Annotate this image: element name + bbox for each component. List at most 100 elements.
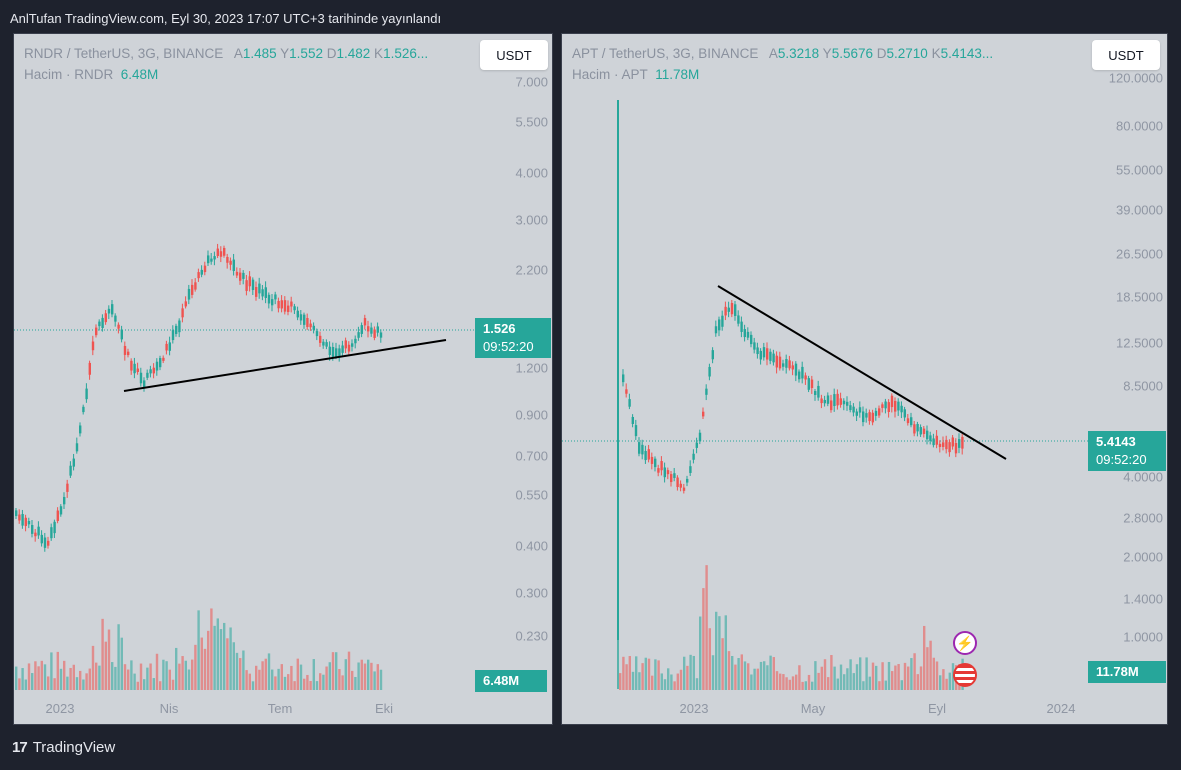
volume-bar [759, 661, 763, 690]
candle-body [938, 443, 942, 447]
volume-bar [165, 661, 168, 690]
volume-bar [328, 662, 331, 690]
candle-body [88, 362, 91, 375]
candle-body [226, 256, 229, 263]
volume-bar [168, 669, 171, 690]
volume-bar [913, 653, 916, 690]
apt-chart-canvas[interactable] [562, 34, 1168, 725]
volume-bar [88, 668, 91, 690]
candle-body [702, 411, 705, 417]
volume-bar [801, 681, 804, 690]
volume-bar [85, 673, 88, 690]
candle-body [916, 423, 919, 432]
volume-bar [619, 673, 622, 690]
volume-label[interactable]: Hacim · APT [572, 67, 648, 82]
rndr-chart-canvas[interactable] [14, 34, 553, 725]
price-tick-label: 0.550 [515, 487, 548, 503]
candle-body [714, 326, 718, 334]
apt-chart-panel[interactable]: APT / TetherUS, 3G, BINANCE A5.3218 Y5.5… [561, 33, 1168, 725]
candle-body [328, 346, 331, 355]
candle-body [769, 351, 772, 361]
volume-bar [63, 660, 66, 690]
volume-bar [820, 666, 823, 690]
candle-body [852, 406, 855, 413]
volume-bar [868, 676, 871, 690]
tradingview-logo-icon[interactable]: 17 [12, 739, 28, 756]
volume-bar [213, 625, 216, 690]
candle-body [149, 369, 152, 374]
candle-body [31, 524, 34, 534]
candle-body [43, 537, 47, 548]
currency-button[interactable]: USDT [1092, 40, 1160, 70]
time-tick-label: Nis [159, 701, 179, 716]
candle-body [746, 331, 750, 338]
candle-body [248, 276, 251, 287]
apt-volume-legend: Hacim · APT 11.78M [572, 67, 699, 82]
volume-bar [625, 664, 628, 690]
candle-body [277, 301, 280, 309]
volume-bar [798, 665, 801, 690]
candle-body [27, 520, 31, 525]
volume-bar [152, 678, 155, 690]
volume-bar [846, 668, 849, 690]
candle-body [858, 407, 862, 413]
listing-volume-bar [617, 569, 619, 689]
candle-body [868, 412, 871, 422]
price-axis[interactable]: 7.000 5.500 4.000 3.000 2.200 1.200 0.900 0.700… [484, 34, 552, 724]
volume-bar [130, 660, 133, 690]
price-tick-label: 3.000 [515, 212, 548, 228]
support-trendline [123, 339, 447, 392]
price-axis[interactable]: 120.0000 80.0000 55.0000 39.0000 26.5000 18.5… [1072, 34, 1167, 724]
candle-body [155, 361, 159, 371]
candle-body [740, 321, 743, 332]
candle-body [778, 356, 782, 369]
symbol-name[interactable]: APT / TetherUS, 3G, BINANCE [572, 46, 759, 61]
candle-body [810, 379, 814, 389]
candle-body [184, 301, 187, 307]
candle-body [303, 314, 306, 325]
candle-body [255, 287, 258, 297]
volume-bar [178, 663, 181, 690]
volume-bar [200, 637, 203, 690]
volume-bar [127, 669, 130, 690]
volume-bar [871, 662, 875, 690]
volume-bar [667, 668, 670, 690]
candle-body [127, 351, 130, 356]
volume-bar [303, 678, 306, 690]
candle-body [37, 526, 40, 536]
candle-body [379, 332, 383, 338]
volume-bar [207, 630, 210, 690]
rndr-chart-panel[interactable]: RNDR / TetherUS, 3G, BINANCE A1.485 Y1.5… [13, 33, 553, 725]
volume-bar [66, 676, 69, 690]
candle-body [258, 283, 261, 294]
lightning-event-icon[interactable]: ⚡ [953, 631, 977, 655]
footer-brand[interactable]: TradingView [32, 739, 116, 756]
candle-body [878, 408, 881, 416]
currency-button[interactable]: USDT [480, 40, 548, 70]
candle-body [181, 308, 184, 318]
candle-body [152, 367, 155, 374]
volume-bar [146, 667, 149, 690]
volume-bar [932, 657, 935, 690]
volume-bar [117, 624, 120, 690]
candle-body [718, 319, 721, 331]
symbol-name[interactable]: RNDR / TetherUS, 3G, BINANCE [24, 46, 224, 61]
price-tick-label: 0.400 [515, 538, 548, 554]
us-flag-event-icon[interactable] [953, 663, 977, 687]
candle-body [753, 342, 756, 350]
low-value: 1.482 [336, 46, 371, 61]
candle-body [833, 394, 836, 407]
volume-bar [865, 657, 868, 690]
volume-bar [59, 668, 63, 690]
close-value: 5.4143... [940, 46, 994, 61]
volume-bar [686, 665, 689, 690]
volume-label[interactable]: Hacim · RNDR [24, 67, 114, 82]
volume-bar [171, 679, 175, 690]
volume-bar [715, 611, 718, 690]
volume-bar [299, 664, 303, 690]
publish-header: AnlTufan TradingView.com, Eyl 30, 2023 1… [10, 11, 442, 26]
candle-body [686, 478, 689, 483]
candle-body [210, 258, 213, 262]
volume-bar [107, 629, 111, 690]
volume-bar [676, 673, 679, 690]
